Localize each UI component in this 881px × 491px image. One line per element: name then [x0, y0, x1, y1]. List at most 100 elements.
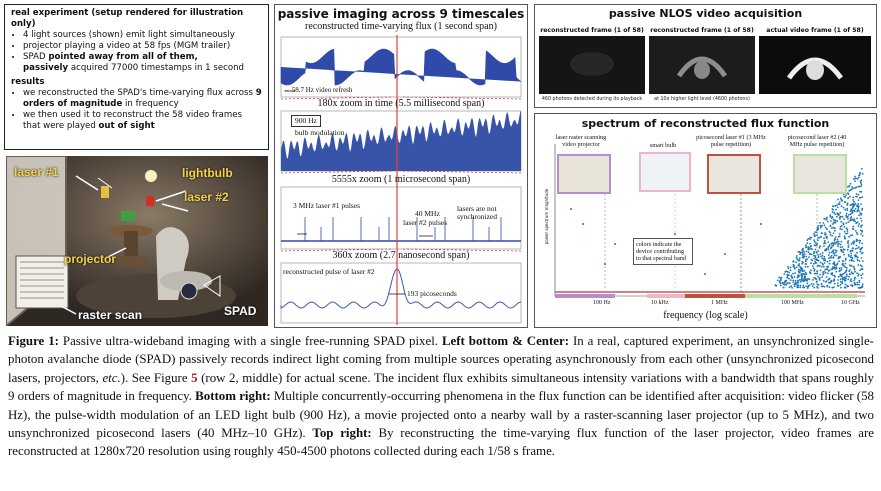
spectrum-point: [828, 251, 831, 254]
spectrum-point: [849, 195, 851, 198]
spectrum-point: [852, 243, 855, 245]
zoom-label-2: 5555x zoom (1 microsecond span): [331, 174, 471, 185]
spectrum-point: [817, 284, 820, 286]
spectrum-point: [860, 184, 863, 186]
spectrum-point: [813, 239, 816, 242]
results-heading: results: [11, 77, 45, 87]
spectrum-point: [844, 201, 846, 203]
spectrum-point: [832, 223, 834, 225]
spectrum-point: [856, 258, 859, 261]
spectrum-point: [829, 256, 832, 259]
spectrum-point: [841, 200, 843, 202]
spectrum-point: [836, 238, 839, 241]
spectrum-point: [794, 272, 796, 274]
spectrum-point: [841, 277, 844, 280]
caption-etc: etc.: [102, 370, 121, 385]
scene-illustration: laser #1 lightbulb laser #2 projector ra…: [6, 156, 268, 326]
spectrum-point: [822, 279, 825, 282]
spectrum-point: [839, 211, 842, 214]
spectrum-point: [859, 248, 862, 251]
spectrum-point: [858, 223, 861, 225]
bulb-hz: 900 Hz: [295, 116, 317, 125]
spectrum-point: [848, 264, 851, 266]
spectrum-point: [856, 283, 859, 286]
spectrum-point: [844, 257, 847, 260]
spectrum-point: [817, 225, 819, 227]
spectrum-point: [805, 273, 808, 275]
spectrum-point: [849, 273, 852, 276]
spectrum-point: [786, 273, 789, 276]
laser1-pulses-label: 3 MHz laser #1 pulses: [293, 201, 361, 210]
spectrum-point: [832, 221, 835, 224]
spectrum-point: [797, 286, 800, 289]
spectrum-point: [830, 246, 833, 249]
color-note: colors indicate the device contributing …: [633, 238, 693, 265]
experiment-bullet: SPAD pointed away from all of them,passi…: [23, 52, 262, 74]
spectrum-title: spectrum of reconstructed flux function: [581, 117, 830, 130]
spectrum-point: [813, 268, 816, 271]
caption-text: Multiple concurrently-occurring phenomen…: [8, 389, 874, 441]
spectrum-point: [790, 285, 793, 288]
spectrum-point: [783, 273, 786, 275]
spectrum-point: [856, 251, 858, 254]
figure-5-link[interactable]: 5: [191, 370, 198, 385]
spectrum-point: [831, 211, 834, 213]
spectrum-point: [831, 286, 834, 289]
spectrum-point: [835, 215, 838, 218]
spectrum-point: [804, 260, 807, 263]
spectrum-point: [801, 249, 804, 252]
spectrum-point: [813, 250, 816, 253]
spectrum-point: [809, 272, 812, 275]
spectrum-point: [812, 262, 815, 265]
spectrum-point: [837, 279, 840, 281]
spectrum-point: [832, 244, 835, 247]
spectrum-point: [841, 260, 844, 262]
spectrum-point: [860, 229, 862, 232]
spectrum-point: [853, 200, 855, 203]
spectrum-point: [828, 286, 831, 288]
spectrum-point: [836, 206, 839, 209]
spectrum-point: [852, 206, 854, 209]
spectrum-point: [841, 246, 844, 248]
spectrum-point: [847, 246, 850, 249]
caption-text: In a real, captured experiment, an unsyn…: [8, 334, 874, 385]
spectrum-point: [857, 199, 860, 201]
spectrum-point: [808, 284, 811, 287]
spectrum-point: [824, 242, 827, 245]
timescales-title: passive imaging across 9 timescales: [277, 7, 525, 21]
spectrum-point: [839, 278, 842, 281]
spectrum-point: [796, 276, 799, 279]
spad-text-2: acquired 77000 timestamps in 1 second: [68, 63, 244, 73]
spectrum-point: [797, 264, 800, 266]
spectrum-point: [831, 272, 833, 274]
spectrum-point: [814, 244, 816, 247]
spectrum-point: [799, 284, 802, 287]
results-bold: out of sight: [98, 121, 155, 131]
spectrum-point: [836, 220, 839, 222]
spectrum-point: [848, 185, 851, 188]
spectrum-point: [824, 218, 826, 220]
spectrum-point: [861, 224, 863, 226]
spectrum-point: [850, 216, 852, 219]
spectrum-point: [816, 270, 819, 273]
spectrum-point: [839, 243, 842, 246]
spectrum-point: [860, 257, 863, 259]
spectrum-point: [827, 254, 830, 256]
spectrum-point: [838, 216, 841, 219]
spectrum-point: [843, 253, 845, 256]
spectrum-point: [835, 254, 838, 257]
spectrum-point: [792, 260, 795, 263]
spectrum-point: [850, 243, 853, 245]
spectrum-point: [810, 253, 813, 256]
spectrum-point: [812, 252, 815, 255]
spectrum-point: [816, 229, 818, 232]
spectrum-point: [852, 225, 855, 228]
spectrum-point: [861, 283, 864, 286]
spectrum-point: [844, 237, 847, 240]
bulb-thumbnail: [639, 152, 691, 192]
spectrum-point: [798, 275, 801, 277]
spectrum-point: [850, 252, 853, 255]
spectrum-point: [861, 234, 864, 237]
spectrum-point: [823, 237, 825, 240]
caption-section: Top right:: [312, 426, 372, 441]
